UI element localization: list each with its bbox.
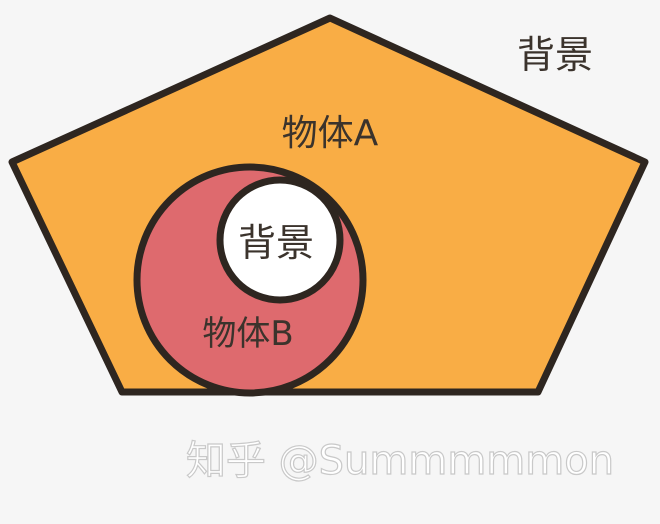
inner-background-label: 背景 (238, 221, 314, 265)
watermark-text: 知乎 @Summmmmon (186, 438, 614, 484)
object-b-label: 物体B (202, 314, 293, 354)
outer-background-label: 背景 (517, 33, 593, 77)
inner-background-hole (216, 176, 344, 304)
object-a-label: 物体A (282, 113, 379, 154)
